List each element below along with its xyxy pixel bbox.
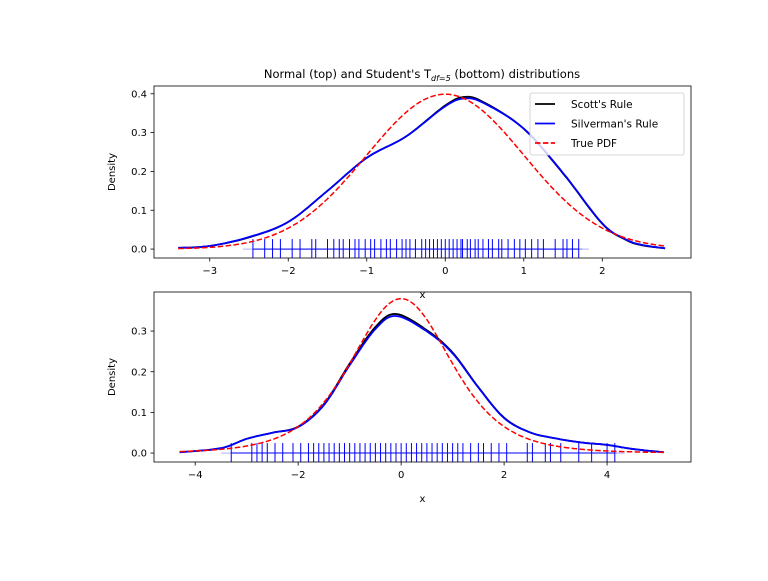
x-tick-label: −2 <box>281 266 296 277</box>
y-tick-label: 0.2 <box>131 367 147 378</box>
legend-entry: Silverman's Rule <box>571 118 658 130</box>
y-tick-label: 0.4 <box>131 89 147 100</box>
x-tick-label: 1 <box>521 266 527 277</box>
x-tick-label: 2 <box>501 470 507 481</box>
x-tick-label: −4 <box>188 470 203 481</box>
x-axis-label: x <box>420 494 426 505</box>
plot-area <box>179 297 664 462</box>
x-tick-label: 4 <box>604 470 610 481</box>
y-tick-label: 0.2 <box>131 167 147 178</box>
axes-frame <box>153 291 692 463</box>
x-tick-label: −3 <box>202 266 217 277</box>
y-tick-label: 0.0 <box>131 449 147 460</box>
y-axis-label: Density <box>107 153 118 191</box>
x-tick-label: −2 <box>291 470 306 481</box>
y-tick-label: 0.3 <box>131 128 147 139</box>
x-tick-label: 2 <box>599 266 605 277</box>
series-line-scott-s-rule <box>179 312 664 454</box>
x-tick-label: −1 <box>359 266 374 277</box>
series-line-true-pdf <box>178 93 666 250</box>
x-tick-label: 0 <box>442 266 448 277</box>
x-tick-label: 0 <box>398 470 404 481</box>
y-tick-label: 0.1 <box>131 206 147 217</box>
y-tick-label: 0.0 <box>131 245 147 256</box>
bottom-axes: −4 −2 0 2 4 0.0 0.1 0.2 0.3 x Density <box>107 291 692 505</box>
x-axis-label: x <box>420 290 426 301</box>
plot-area <box>178 93 666 258</box>
axes-frame <box>153 85 692 259</box>
legend-entry: Scott's Rule <box>571 99 633 111</box>
y-tick-label: 0.1 <box>131 408 147 419</box>
series-line-silverman-s-rule <box>179 315 664 454</box>
legend-box <box>529 92 685 156</box>
y-axis-label: Density <box>107 358 118 396</box>
chart-title: Normal (top) and Student's Tdf=5 (bottom… <box>264 67 580 83</box>
y-tick-label: 0.3 <box>131 327 147 338</box>
top-axes: −3 −2 −1 0 1 2 0.0 0.1 0.2 0.3 0.4 x Density Scott's … <box>107 85 692 301</box>
legend-entry: True PDF <box>570 138 617 150</box>
series-line-true-pdf <box>179 297 664 454</box>
legend: Scott's Rule Silverman's Rule True PDF <box>529 92 685 156</box>
